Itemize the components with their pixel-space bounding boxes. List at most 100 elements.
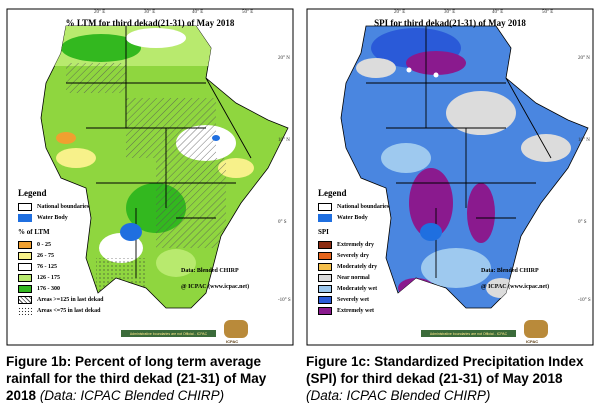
lon-tick: 30° E (144, 10, 156, 15)
lat-tick: 20° N (578, 56, 590, 61)
lon-tick: 20° E (94, 10, 106, 15)
legend-label: 0 - 25 (37, 241, 51, 248)
lat-tick: 0° S (278, 220, 287, 225)
right-caption-source: (Data: ICPAC Blended CHIRP) (306, 388, 491, 403)
legend-row: Water Body (318, 212, 389, 223)
ltm-legend-title: Legend (18, 188, 47, 198)
lat-tick: 20° N (278, 56, 290, 61)
lon-tick: 40° E (192, 10, 204, 15)
legend-row: Extremely wet (318, 305, 389, 316)
legend-row: Extremely dry (318, 239, 389, 250)
water-swatch (318, 213, 332, 222)
ltm-lake-victoria (120, 223, 142, 241)
icpac-logo-text: ICPAC (226, 339, 239, 344)
class-swatch (318, 306, 332, 315)
legend-row: National boundaries (318, 201, 389, 212)
ltm-credit: @ ICPAC (www.icpac.net) (181, 284, 250, 290)
icpac-logo (224, 320, 248, 338)
dot-swatch (18, 306, 32, 315)
legend-row: 76 - 125 (18, 261, 103, 272)
ltm-map-frame (6, 8, 294, 346)
legend-label: Moderately wet (337, 285, 378, 292)
legend-label: 176 - 300 (37, 285, 60, 292)
legend-label: National boundaries (37, 203, 90, 210)
legend-row: Severely dry (318, 250, 389, 261)
spi-boundaries (366, 26, 552, 278)
spi-map-title: SPI for third dekad(21-31) of May 2018 (374, 18, 526, 28)
legend-label: 126 - 175 (37, 274, 60, 281)
legend-label: Moderately dry (337, 263, 378, 270)
icpac-logo-text: ICPAC (526, 339, 539, 344)
class-swatch (18, 273, 32, 282)
left-caption-title: Figure 1b: Percent of long term average … (6, 354, 267, 403)
legend-row: National boundaries (18, 201, 103, 212)
legend-row: Areas <=75 in last dekad (18, 305, 103, 316)
spi-land-mass (340, 25, 589, 309)
class-swatch (318, 295, 332, 304)
legend-label: Extremely dry (337, 241, 375, 248)
boundary-swatch (18, 202, 32, 211)
legend-row: 176 - 300 (18, 283, 103, 294)
right-caption: Figure 1c: Standardized Precipitation In… (306, 353, 596, 404)
ltm-boundaries (66, 26, 252, 278)
ltm-data-note: Data: Blended CHIRP (181, 268, 239, 274)
legend-label: Severely dry (337, 252, 370, 259)
hatch-swatch (18, 295, 32, 304)
legend-label: Water Body (337, 214, 368, 221)
legend-row: Water Body (18, 212, 103, 223)
legend-row: 0 - 25 (18, 239, 103, 250)
left-caption: Figure 1b: Percent of long term average … (6, 353, 296, 404)
ltm-footer-bar: Administrative boundaries are not Offici… (121, 330, 216, 337)
legend-row: Areas >=125 in last dekad (18, 294, 103, 305)
class-swatch (318, 262, 332, 271)
class-swatch (318, 251, 332, 260)
spi-credit: @ ICPAC (www.icpac.net) (481, 284, 550, 290)
lon-tick: 50° E (242, 10, 254, 15)
ltm-map-panel: % LTM for third dekad(21-31) of May 2018… (6, 8, 294, 346)
boundary-swatch (318, 202, 332, 211)
spi-legend: Legend National boundaries Water Body SP… (318, 188, 389, 316)
legend-row: Severely wet (318, 294, 389, 305)
legend-label: 76 - 125 (37, 263, 57, 270)
class-swatch (318, 273, 332, 282)
class-swatch (18, 251, 32, 260)
icpac-logo (524, 320, 548, 338)
class-swatch (318, 284, 332, 293)
spi-lake-victoria (420, 223, 442, 241)
spi-map-frame (306, 8, 594, 346)
lat-tick: 10° N (578, 138, 590, 143)
ltm-legend: Legend National boundaries Water Body % … (18, 188, 103, 316)
legend-label: Near normal (337, 274, 370, 281)
legend-row: 26 - 75 (18, 250, 103, 261)
legend-row: 126 - 175 (18, 272, 103, 283)
class-swatch (18, 284, 32, 293)
spi-legend-title: Legend (318, 188, 347, 198)
ltm-map-title: % LTM for third dekad(21-31) of May 2018 (65, 18, 235, 28)
lon-tick: 30° E (444, 10, 456, 15)
lat-tick: 10° N (278, 138, 290, 143)
spi-data-note: Data: Blended CHIRP (481, 268, 539, 274)
lat-tick: -10° S (278, 298, 291, 303)
left-caption-source: (Data: ICPAC Blended CHIRP) (39, 388, 225, 403)
legend-row: Moderately wet (318, 283, 389, 294)
legend-label: 26 - 75 (37, 252, 54, 259)
spi-footer-bar: Administrative boundaries are not Offici… (421, 330, 516, 337)
legend-label: Severely wet (337, 296, 370, 303)
legend-label: National boundaries (337, 203, 390, 210)
legend-label: Extremely wet (337, 307, 375, 314)
spi-scale-title: SPI (318, 228, 329, 236)
spi-map-panel: SPI for third dekad(21-31) of May 2018 2… (306, 8, 594, 346)
lat-tick: 0° S (578, 220, 587, 225)
lon-tick: 20° E (394, 10, 406, 15)
legend-row: Near normal (318, 272, 389, 283)
water-swatch (18, 213, 32, 222)
right-caption-title: Figure 1c: Standardized Precipitation In… (306, 354, 584, 386)
lat-tick: -10° S (578, 298, 591, 303)
legend-row: Moderately dry (318, 261, 389, 272)
legend-label: Areas >=125 in last dekad (37, 296, 104, 303)
lon-tick: 50° E (542, 10, 554, 15)
class-swatch (18, 240, 32, 249)
legend-label: Areas <=75 in last dekad (37, 307, 101, 314)
lon-tick: 40° E (492, 10, 504, 15)
ltm-scale-title: % of LTM (18, 228, 50, 236)
